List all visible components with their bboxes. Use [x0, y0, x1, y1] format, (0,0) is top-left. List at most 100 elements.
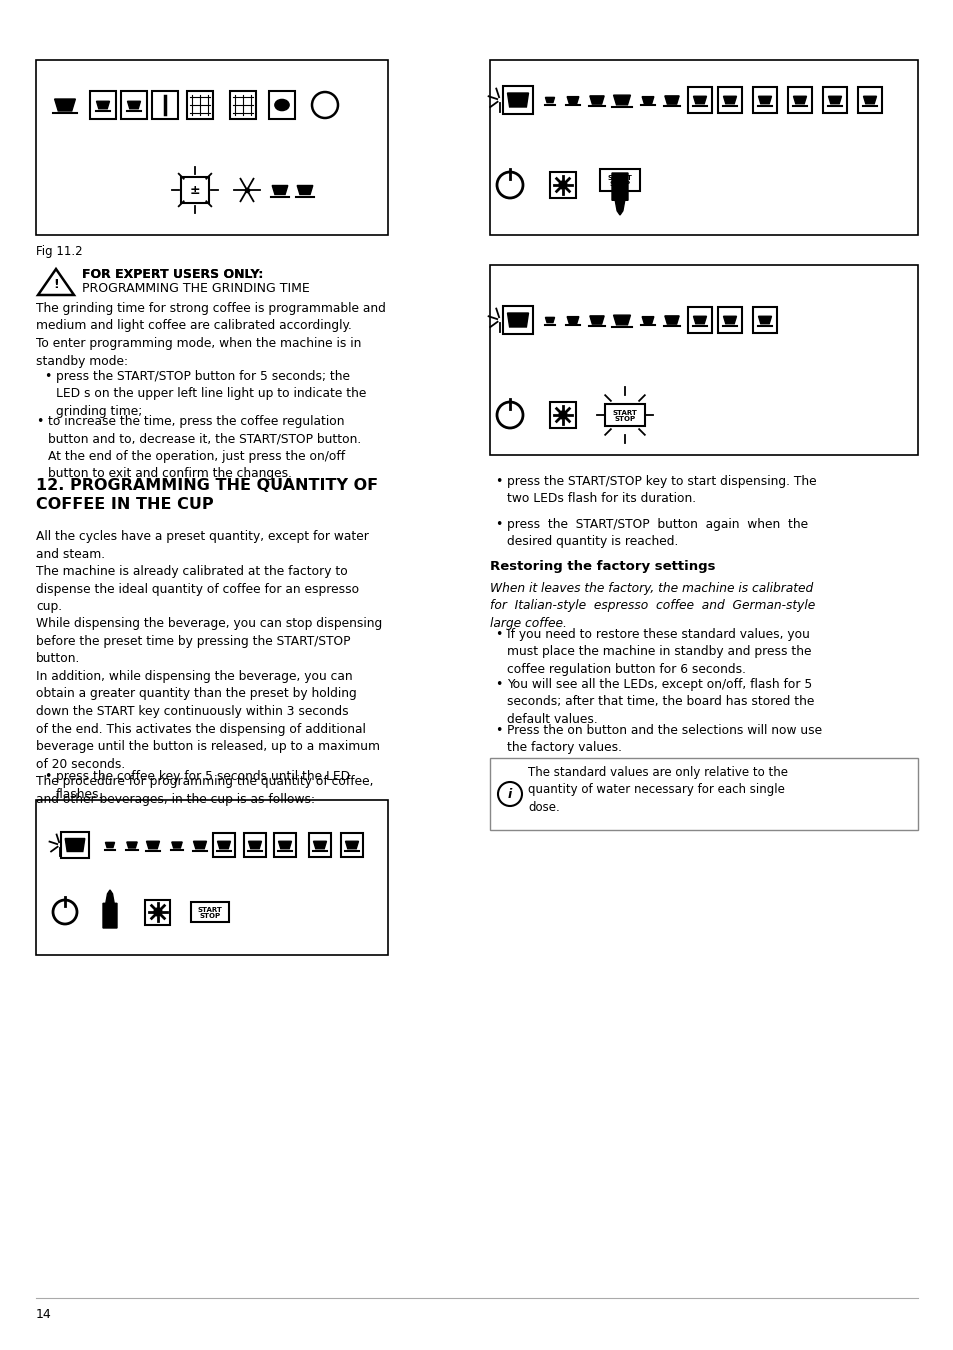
Polygon shape — [722, 316, 736, 324]
Text: i: i — [507, 787, 512, 801]
Polygon shape — [96, 101, 110, 109]
Polygon shape — [793, 96, 805, 104]
Bar — [752, 86, 776, 113]
Bar — [718, 86, 741, 113]
Text: The grinding time for strong coffee is programmable and
medium and light coffee : The grinding time for strong coffee is p… — [36, 302, 385, 367]
Polygon shape — [248, 841, 261, 849]
Text: •: • — [495, 724, 502, 737]
Text: Restoring the factory settings: Restoring the factory settings — [490, 560, 715, 572]
Text: !: ! — [53, 278, 59, 292]
Polygon shape — [664, 316, 679, 324]
Text: 14: 14 — [36, 1308, 51, 1322]
Bar — [309, 833, 331, 857]
Text: •: • — [44, 370, 51, 383]
Bar — [502, 86, 533, 113]
Polygon shape — [38, 269, 74, 296]
Text: START: START — [612, 410, 637, 416]
Bar — [152, 90, 178, 119]
Polygon shape — [827, 96, 841, 104]
Bar — [269, 90, 294, 119]
Polygon shape — [128, 101, 140, 109]
Bar — [687, 86, 711, 113]
Bar — [604, 404, 644, 427]
Bar — [752, 306, 776, 333]
Polygon shape — [345, 841, 358, 849]
Bar — [244, 833, 266, 857]
Text: press  the  START/STOP  button  again  when  the
desired quantity is reached.: press the START/STOP button again when t… — [506, 518, 807, 548]
Bar — [490, 59, 917, 235]
Text: You will see all the LEDs, except on/off, flash for 5
seconds; after that time, : You will see all the LEDs, except on/off… — [506, 678, 814, 726]
Bar — [550, 402, 576, 428]
Polygon shape — [507, 93, 528, 107]
Bar — [550, 171, 576, 198]
Text: •: • — [495, 475, 502, 487]
Bar — [599, 169, 639, 190]
Polygon shape — [54, 99, 75, 111]
Polygon shape — [758, 316, 771, 324]
Bar — [502, 306, 533, 333]
Text: •: • — [495, 678, 502, 691]
Ellipse shape — [274, 100, 289, 111]
Bar — [121, 90, 147, 119]
Text: FOR EXPERT USERS ONLY:: FOR EXPERT USERS ONLY: — [82, 269, 263, 281]
Text: FOR EXPERT USERS ONLY:: FOR EXPERT USERS ONLY: — [82, 269, 263, 281]
Bar — [490, 265, 917, 455]
Bar — [230, 90, 255, 119]
Polygon shape — [507, 313, 528, 327]
Circle shape — [558, 410, 566, 418]
Text: START: START — [607, 176, 632, 181]
Polygon shape — [278, 841, 292, 849]
Text: •: • — [44, 769, 51, 783]
Polygon shape — [217, 841, 231, 849]
Polygon shape — [641, 317, 653, 324]
Text: press the coffee key for 5 seconds until the LED
flashes.: press the coffee key for 5 seconds until… — [56, 769, 350, 801]
Polygon shape — [193, 841, 206, 849]
Text: ±: ± — [190, 184, 200, 197]
Polygon shape — [758, 96, 771, 104]
Text: When it leaves the factory, the machine is calibrated
for  Italian-style  espres: When it leaves the factory, the machine … — [490, 582, 815, 630]
Text: press the START/STOP key to start dispensing. The
two LEDs flash for its duratio: press the START/STOP key to start dispen… — [506, 475, 816, 505]
Polygon shape — [722, 96, 736, 104]
Polygon shape — [693, 96, 706, 104]
Bar — [787, 86, 811, 113]
Bar — [687, 306, 711, 333]
Polygon shape — [566, 97, 578, 104]
Bar — [274, 833, 295, 857]
Polygon shape — [127, 842, 137, 848]
Polygon shape — [272, 185, 288, 194]
Polygon shape — [862, 96, 876, 104]
Polygon shape — [314, 841, 326, 849]
Text: If you need to restore these standard values, you
must place the machine in stan: If you need to restore these standard va… — [506, 628, 811, 676]
Text: PROGRAMMING THE GRINDING TIME: PROGRAMMING THE GRINDING TIME — [82, 282, 310, 296]
Polygon shape — [172, 842, 182, 848]
Text: •: • — [495, 628, 502, 641]
Bar — [191, 902, 229, 922]
Polygon shape — [147, 841, 159, 849]
Text: All the cycles have a preset quantity, except for water
and steam.
The machine i: All the cycles have a preset quantity, e… — [36, 531, 382, 806]
Polygon shape — [545, 317, 554, 323]
Bar — [90, 90, 116, 119]
Bar — [146, 899, 171, 925]
Text: •: • — [36, 414, 43, 428]
Polygon shape — [613, 315, 630, 325]
Text: STOP: STOP — [609, 181, 630, 188]
Polygon shape — [613, 95, 630, 105]
Polygon shape — [612, 173, 627, 215]
Polygon shape — [106, 842, 114, 848]
Polygon shape — [545, 97, 554, 103]
Bar — [61, 832, 89, 859]
Bar — [822, 86, 846, 113]
Text: press the START/STOP button for 5 seconds; the
LED s on the upper left line ligh: press the START/STOP button for 5 second… — [56, 370, 366, 418]
Polygon shape — [664, 96, 679, 104]
Text: START: START — [197, 907, 222, 913]
Text: STOP: STOP — [199, 913, 220, 919]
Text: •: • — [495, 518, 502, 531]
Polygon shape — [103, 890, 117, 927]
Polygon shape — [297, 185, 313, 194]
Text: STOP: STOP — [614, 416, 635, 423]
Polygon shape — [65, 838, 85, 852]
Bar — [718, 306, 741, 333]
Bar — [490, 757, 917, 830]
Bar — [36, 801, 388, 954]
Circle shape — [558, 181, 566, 189]
